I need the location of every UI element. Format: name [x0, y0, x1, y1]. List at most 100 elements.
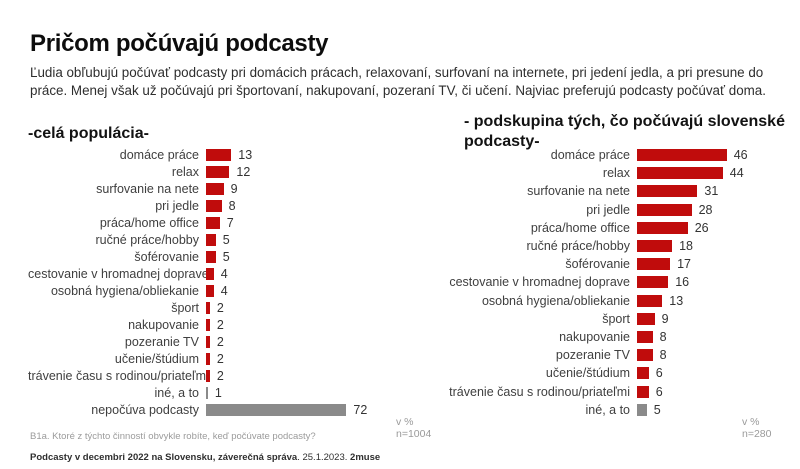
bar-row: šoférovanie 17: [430, 255, 748, 273]
value-label: 5: [653, 402, 661, 417]
category-label: pri jedle: [586, 202, 630, 217]
value-label: 5: [222, 232, 230, 247]
bar: [206, 318, 210, 331]
bar-row: ručné práce/hobby 5: [28, 231, 367, 248]
bar: [206, 165, 230, 178]
bar: [206, 216, 220, 229]
bar: [637, 349, 653, 362]
left-chart-note: v % n=1004: [396, 416, 431, 441]
bar: [637, 221, 688, 234]
bar: [206, 199, 222, 212]
source-line: Podcasty v decembri 2022 na Slovensku, z…: [30, 452, 380, 463]
left-chart-rows: domáce práce 13 relax 12 surfovanie na nete 9…: [28, 146, 367, 418]
value-label: 9: [661, 311, 669, 326]
category-label: šport: [602, 311, 630, 326]
bar-row: nakupovanie 2: [28, 316, 367, 333]
value-label: 31: [704, 184, 719, 199]
bar: [637, 167, 723, 180]
bar-row: trávenie času s rodinou/priateľmi 2: [28, 367, 367, 384]
bar-row: šport 9: [430, 310, 748, 328]
category-label: ručné práce/hobby: [95, 232, 199, 247]
category-label: iné, a to: [585, 402, 630, 417]
bar: [206, 250, 216, 263]
category-label: pri jedle: [155, 198, 199, 213]
sample-size-label: n=280: [742, 428, 772, 441]
bar-row: domáce práce 46: [430, 146, 748, 164]
category-label: cestovanie v hromadnej doprave: [449, 275, 630, 290]
value-label: 8: [659, 348, 667, 363]
value-label: 28: [698, 202, 713, 217]
category-label: pozeranie TV: [124, 334, 199, 349]
category-label: šport: [171, 300, 199, 315]
question-footnote: B1a. Ktoré z týchto činností obvykle rob…: [30, 431, 316, 442]
bar-row: nakupovanie 8: [430, 328, 748, 346]
bar: [206, 233, 216, 246]
bar: [637, 258, 671, 271]
category-label: pozeranie TV: [555, 348, 630, 363]
bar: [637, 149, 727, 162]
unit-label: v %: [396, 416, 414, 428]
value-label: 2: [216, 368, 224, 383]
bar-row: iné, a to 5: [430, 401, 748, 419]
bar: [206, 386, 208, 399]
category-label: domáce práce: [119, 147, 199, 162]
category-label: iné, a to: [154, 385, 199, 400]
category-label: ručné práce/hobby: [526, 239, 630, 254]
category-label: domáce práce: [550, 148, 630, 163]
category-label: práca/home office: [530, 220, 630, 235]
category-label: nepočúva podcasty: [91, 402, 199, 417]
category-label: učenie/štúdium: [545, 366, 630, 381]
page-title: Pričom počúvajú podcasty: [30, 30, 329, 57]
value-label: 2: [216, 351, 224, 366]
bar-row: pri jedle 28: [430, 201, 748, 219]
bar: [206, 284, 214, 297]
category-label: osobná hygiena/obliekanie: [50, 283, 199, 298]
left-chart-heading: -celá populácia-: [28, 125, 149, 142]
category-label: učenie/štúdium: [114, 351, 199, 366]
bar: [637, 203, 692, 216]
bar-row: trávenie času s rodinou/priateľmi 6: [430, 382, 748, 400]
bar: [206, 335, 210, 348]
value-label: 12: [236, 164, 251, 179]
value-label: 17: [677, 257, 691, 272]
value-label: 16: [675, 275, 690, 290]
value-label: 4: [220, 266, 228, 281]
category-label: relax: [602, 166, 630, 181]
category-label: surfovanie na nete: [96, 181, 199, 196]
bar-row: relax 12: [28, 163, 367, 180]
category-label: šoférovanie: [565, 257, 630, 272]
bar-row: ručné práce/hobby 18: [430, 237, 748, 255]
right-chart-heading: - podskupina tých, čo počúvajú slovenské…: [464, 113, 785, 151]
bar: [206, 301, 210, 314]
bar: [206, 369, 210, 382]
bar-row: šport 2: [28, 299, 367, 316]
value-label: 13: [669, 293, 684, 308]
bar: [637, 294, 663, 307]
value-label: 8: [228, 198, 236, 213]
value-label: 2: [216, 300, 224, 315]
value-label: 72: [353, 402, 368, 417]
source-brand: 2muse: [350, 452, 381, 463]
bar: [206, 403, 347, 416]
bar: [637, 312, 655, 325]
unit-label: v %: [742, 416, 760, 428]
value-label: 26: [694, 220, 709, 235]
value-label: 2: [216, 334, 224, 349]
category-label: šoférovanie: [134, 249, 199, 264]
right-chart-rows: domáce práce 46 relax 44 surfovanie na nete 3…: [430, 146, 748, 419]
source-date: . 25.1.2023.: [297, 452, 351, 463]
category-label: surfovanie na nete: [527, 184, 630, 199]
value-label: 44: [729, 166, 744, 181]
value-label: 46: [733, 148, 748, 163]
bar-row: osobná hygiena/obliekanie 4: [28, 282, 367, 299]
bar: [637, 385, 649, 398]
bar: [206, 182, 224, 195]
category-label: osobná hygiena/obliekanie: [481, 293, 630, 308]
bar-row: cestovanie v hromadnej doprave 4: [28, 265, 367, 282]
value-label: 9: [230, 181, 238, 196]
right-chart-note: v % n=280: [742, 416, 772, 441]
bar: [637, 185, 698, 198]
category-label: cestovanie v hromadnej doprave: [28, 266, 209, 281]
bar: [206, 352, 210, 365]
category-label: nakupovanie: [128, 317, 199, 332]
